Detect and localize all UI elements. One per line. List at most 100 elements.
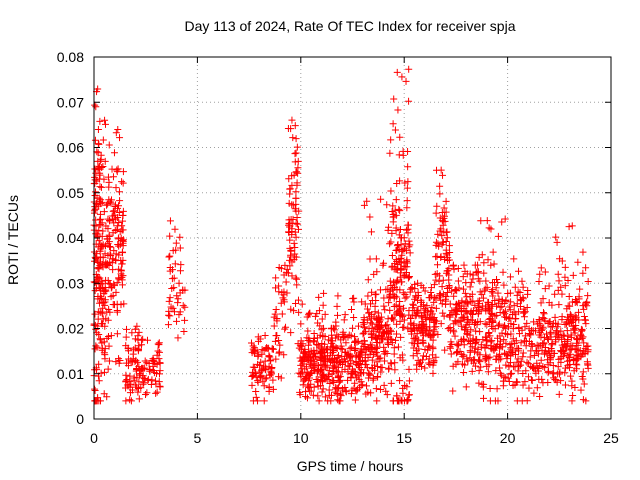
data-point bbox=[285, 175, 293, 183]
data-point bbox=[292, 188, 300, 196]
data-point bbox=[386, 277, 394, 285]
data-point bbox=[506, 370, 514, 378]
data-point bbox=[516, 296, 524, 304]
data-point bbox=[248, 381, 256, 389]
data-point bbox=[533, 341, 541, 349]
data-point bbox=[166, 232, 174, 240]
data-point bbox=[104, 365, 112, 373]
y-tick-label: 0.06 bbox=[57, 140, 84, 156]
data-point bbox=[281, 325, 289, 333]
data-point bbox=[260, 382, 268, 390]
data-point bbox=[349, 324, 357, 332]
data-point bbox=[108, 212, 116, 220]
data-point bbox=[537, 264, 545, 272]
data-point bbox=[318, 348, 326, 356]
data-point bbox=[254, 378, 262, 386]
data-point bbox=[97, 280, 105, 288]
data-point bbox=[430, 358, 438, 366]
data-point bbox=[337, 392, 345, 400]
data-point bbox=[554, 320, 562, 328]
data-point bbox=[137, 384, 145, 392]
data-point bbox=[575, 308, 583, 316]
data-point bbox=[389, 210, 397, 218]
data-point bbox=[570, 355, 578, 363]
data-point bbox=[96, 335, 104, 343]
data-point bbox=[511, 363, 519, 371]
data-point bbox=[176, 233, 184, 241]
data-point bbox=[505, 377, 513, 385]
data-point bbox=[449, 387, 457, 395]
data-point bbox=[561, 340, 569, 348]
data-point bbox=[149, 362, 157, 370]
data-point bbox=[579, 248, 587, 256]
data-point bbox=[567, 345, 575, 353]
data-point bbox=[99, 163, 107, 171]
data-point bbox=[500, 349, 508, 357]
data-point bbox=[383, 201, 391, 209]
data-point bbox=[433, 270, 441, 278]
data-point bbox=[485, 224, 493, 232]
y-tick-label: 0 bbox=[76, 411, 84, 427]
data-point bbox=[360, 337, 368, 345]
data-point bbox=[259, 377, 267, 385]
data-point bbox=[108, 165, 116, 173]
data-point bbox=[118, 237, 126, 245]
data-point bbox=[266, 356, 274, 364]
data-point bbox=[249, 368, 257, 376]
data-point bbox=[102, 315, 110, 323]
data-point bbox=[92, 342, 100, 350]
data-point bbox=[139, 374, 147, 382]
data-point bbox=[302, 374, 310, 382]
x-tick-label: 25 bbox=[603, 430, 619, 446]
data-point bbox=[414, 296, 422, 304]
data-point bbox=[519, 283, 527, 291]
data-point bbox=[98, 232, 106, 240]
data-point bbox=[399, 246, 407, 254]
data-point bbox=[272, 355, 280, 363]
data-point bbox=[391, 126, 399, 134]
data-point bbox=[176, 244, 184, 252]
data-point bbox=[405, 97, 413, 105]
data-point bbox=[385, 223, 393, 231]
data-point bbox=[319, 333, 327, 341]
data-point bbox=[491, 312, 499, 320]
data-point bbox=[523, 304, 531, 312]
data-point bbox=[316, 322, 324, 330]
data-point bbox=[392, 196, 400, 204]
data-point bbox=[116, 197, 124, 205]
data-point bbox=[380, 259, 388, 267]
data-point bbox=[104, 240, 112, 248]
data-point bbox=[537, 356, 545, 364]
data-point bbox=[393, 330, 401, 338]
data-point bbox=[438, 283, 446, 291]
data-point bbox=[385, 299, 393, 307]
data-point bbox=[413, 308, 421, 316]
data-point bbox=[397, 264, 405, 272]
data-point bbox=[566, 350, 574, 358]
data-point bbox=[254, 397, 262, 405]
data-point bbox=[535, 331, 543, 339]
data-point bbox=[432, 238, 440, 246]
data-point bbox=[404, 147, 412, 155]
data-point bbox=[556, 368, 564, 376]
data-point bbox=[409, 304, 417, 312]
data-point bbox=[548, 301, 556, 309]
data-point bbox=[105, 231, 113, 239]
data-point bbox=[392, 211, 400, 219]
data-point bbox=[292, 233, 300, 241]
data-point bbox=[91, 136, 99, 144]
data-point bbox=[414, 336, 422, 344]
data-point bbox=[249, 345, 257, 353]
data-points bbox=[90, 65, 592, 405]
data-point bbox=[545, 282, 553, 290]
data-point bbox=[100, 175, 108, 183]
data-point bbox=[388, 252, 396, 260]
data-point bbox=[573, 365, 581, 373]
data-point bbox=[581, 316, 589, 324]
data-point bbox=[459, 285, 467, 293]
data-point bbox=[494, 232, 502, 240]
data-point bbox=[507, 298, 515, 306]
data-point bbox=[374, 363, 382, 371]
data-point bbox=[570, 325, 578, 333]
data-point bbox=[115, 188, 123, 196]
